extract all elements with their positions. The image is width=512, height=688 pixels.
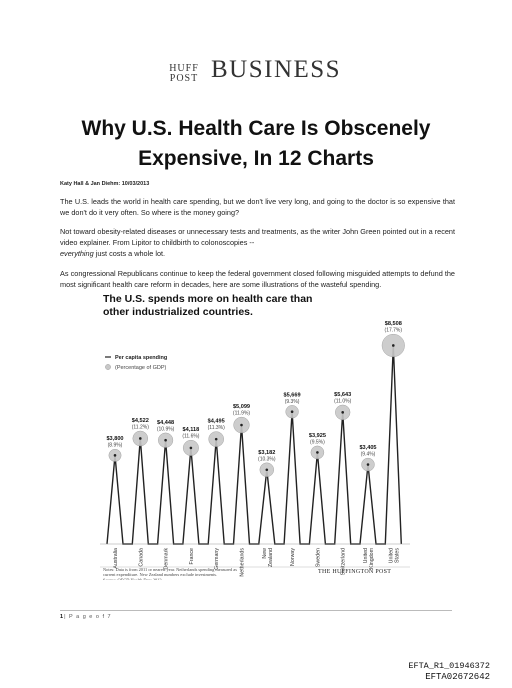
value-label-11: $8,508 xyxy=(385,321,402,327)
masthead-logo: HUFF POST xyxy=(164,64,204,84)
category-label-9: Switzerland xyxy=(341,548,347,575)
paragraph-2-emphasis: everything xyxy=(60,249,94,258)
paragraph-2: Not toward obesity-related diseases or u… xyxy=(60,226,455,259)
pct-label-5: (11.9%) xyxy=(233,411,250,417)
category-label-10-1: Kingdom xyxy=(369,547,375,568)
value-label-9: $5,643 xyxy=(334,392,351,398)
peak-point-5 xyxy=(240,423,243,427)
peak-point-4 xyxy=(214,437,218,441)
peak-point-3 xyxy=(189,446,193,450)
peak-point-0 xyxy=(113,454,117,457)
paragraph-3: As congressional Republicans continue to… xyxy=(60,269,455,289)
peak-point-1 xyxy=(139,437,142,440)
category-label-10-0: United xyxy=(363,548,369,563)
value-label-8: $3,925 xyxy=(309,433,326,439)
category-label-0: Australia xyxy=(113,548,119,569)
masthead-huff: HUFF xyxy=(169,63,199,74)
chart-title-line-2: other industrialized countries. xyxy=(103,306,253,318)
legend-per-capita: Per capita spending xyxy=(115,355,167,361)
pct-label-10: (9.4%) xyxy=(361,452,376,458)
category-label-8: Sweden xyxy=(315,548,321,567)
value-label-6: $3,182 xyxy=(258,450,275,456)
value-label-5: $5,099 xyxy=(233,404,250,410)
category-label-5: Netherlands xyxy=(240,548,246,577)
chart-title-line-1: The U.S. spends more on health care than xyxy=(103,293,312,305)
value-label-3: $4,118 xyxy=(182,427,199,433)
masthead-post: POST xyxy=(169,73,199,84)
title-line-2: Expensive, In 12 Charts xyxy=(138,147,374,170)
chart-note-0: Notes: Data is from 2011 or nearest year… xyxy=(103,567,237,572)
pct-label-1: (11.2%) xyxy=(132,424,149,430)
category-label-2: Denmark xyxy=(164,548,170,570)
legend-gdp: (Percentage of GDP) xyxy=(115,365,167,371)
category-label-3: France xyxy=(189,548,195,565)
value-label-4: $4,495 xyxy=(208,419,225,425)
value-label-2: $4,448 xyxy=(157,420,174,426)
value-label-1: $4,522 xyxy=(132,418,149,424)
title-line-1: Why U.S. Health Care Is Obscenely xyxy=(81,117,431,140)
masthead-section: BUSINESS xyxy=(211,56,342,83)
category-label-7: Norway xyxy=(290,548,296,566)
footer-divider xyxy=(60,610,452,611)
byline: Katy Hall & Jan Diehm: 10/03/2013 xyxy=(60,181,150,187)
category-label-11-0: United xyxy=(388,548,394,563)
paragraph-1: The U.S. leads the world in health care … xyxy=(60,197,455,217)
pct-label-3: (11.6%) xyxy=(182,434,199,440)
page-of-text: | P a g e o f 7 xyxy=(64,614,112,620)
category-label-11-1: States xyxy=(394,548,400,563)
category-label-6-0: New xyxy=(262,548,268,559)
page-indicator: 1| P a g e o f 7 xyxy=(60,614,112,620)
chart-note-1: current expenditure. New Zealand numbers… xyxy=(103,572,217,577)
pct-label-7: (9.3%) xyxy=(285,399,300,405)
peak-point-6 xyxy=(265,468,269,472)
peak-point-10 xyxy=(366,463,370,466)
chart-note-2: Source: OECD Health Data 2013 xyxy=(103,577,162,580)
pct-label-0: (8.9%) xyxy=(108,443,123,449)
page-number: 1 xyxy=(60,614,65,620)
spending-chart: The U.S. spends more on health care than… xyxy=(100,293,410,580)
category-label-1: Canada xyxy=(138,548,144,567)
peak-point-9 xyxy=(341,411,344,414)
category-label-4: Germany xyxy=(214,548,220,570)
pct-label-6: (10.3%) xyxy=(258,456,276,462)
pct-label-2: (10.9%) xyxy=(157,426,175,432)
peak-point-11 xyxy=(392,344,395,347)
document-stamp-2: EFTA02672642 xyxy=(425,672,490,682)
value-label-7: $5,669 xyxy=(284,392,301,398)
chart-credit: THE HUFFINGTON POST xyxy=(318,569,391,575)
value-label-10: $3,405 xyxy=(359,445,376,451)
pct-label-11: (17.7%) xyxy=(385,328,403,334)
document-stamp-1: EFTA_R1_01946372 xyxy=(408,661,490,671)
pct-label-8: (9.5%) xyxy=(310,439,325,445)
peak-point-7 xyxy=(290,410,294,414)
pct-label-9: (11.0%) xyxy=(334,398,351,404)
paragraph-2-text: Not toward obesity-related diseases or u… xyxy=(60,227,455,247)
per-capita-line xyxy=(106,345,402,545)
paragraph-2-tail: just costs a whole lot. xyxy=(93,249,166,258)
category-label-6-1: Zealand xyxy=(268,548,274,567)
legend-bubble-swatch xyxy=(105,364,111,370)
pct-label-4: (11.3%) xyxy=(208,425,225,431)
peak-point-2 xyxy=(164,438,167,442)
peak-point-8 xyxy=(316,451,319,454)
article-title: Why U.S. Health Care Is Obscenely Expens… xyxy=(40,114,472,174)
value-label-0: $3,800 xyxy=(106,436,123,442)
